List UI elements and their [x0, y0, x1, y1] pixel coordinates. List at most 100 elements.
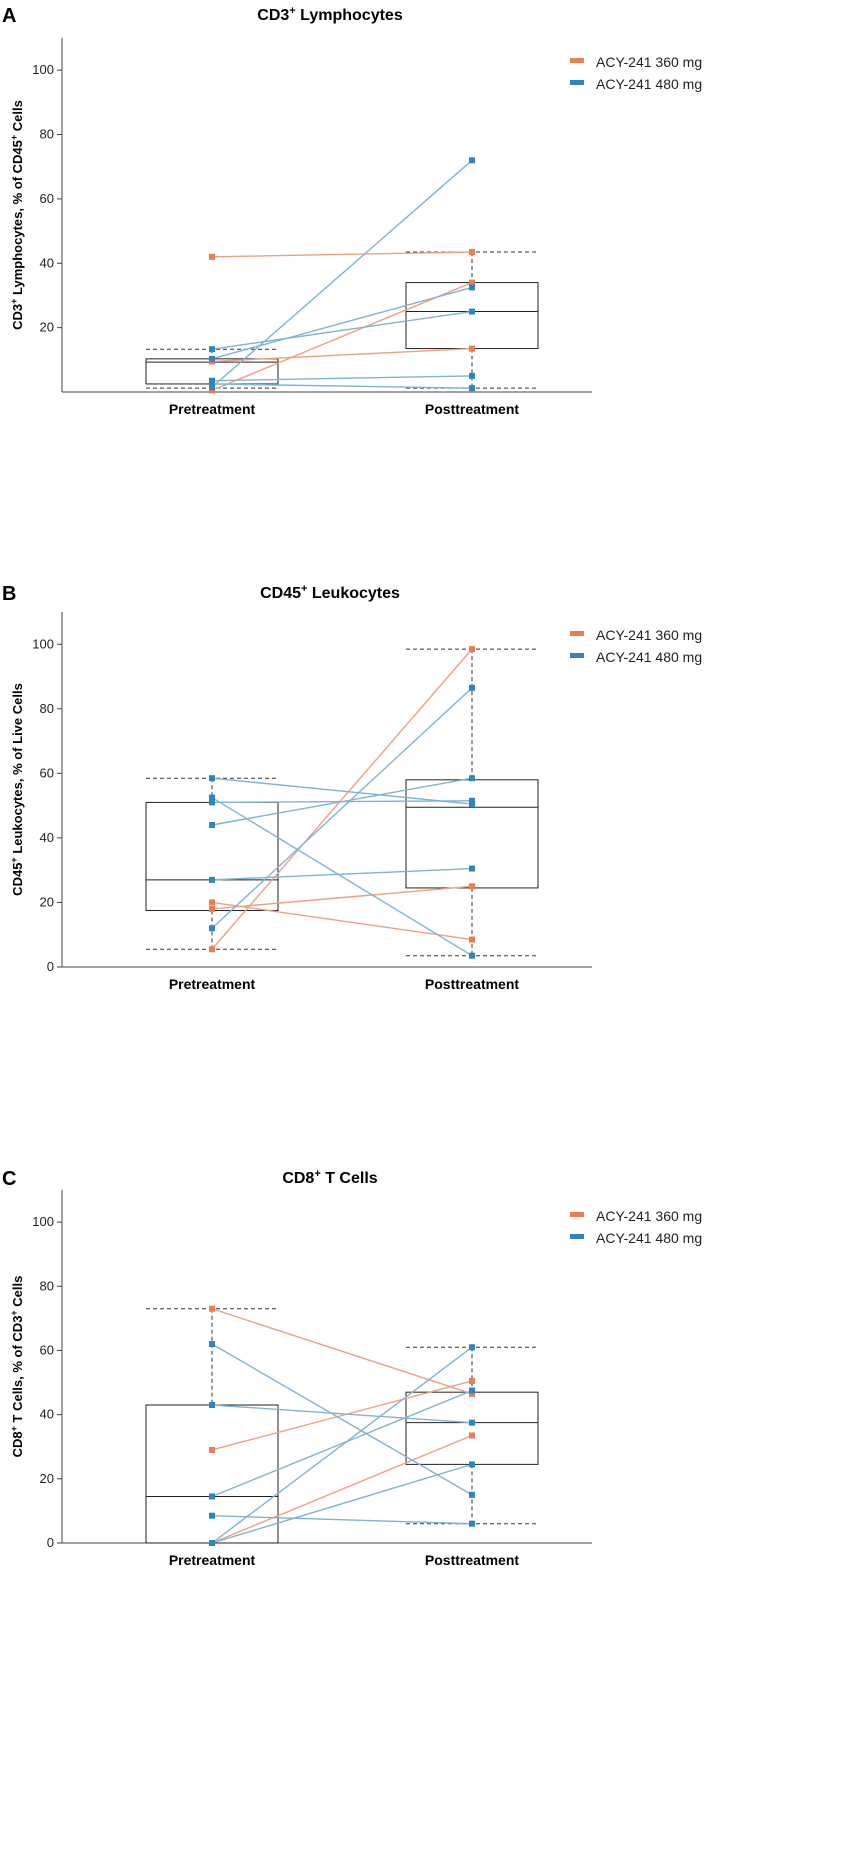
series-line — [211, 885, 473, 910]
series-line — [211, 777, 473, 826]
series-line — [211, 648, 473, 950]
chart-title-rest: T Cells — [321, 1170, 378, 1187]
panel-letter: C — [2, 1168, 16, 1190]
paired-series — [209, 1432, 475, 1546]
y-axis-title-part: CD3 — [10, 304, 25, 330]
box-posttreatment — [405, 251, 539, 389]
legend-item: ACY-241 480 mg — [570, 76, 702, 92]
panel-letter: B — [2, 583, 16, 605]
series-line — [211, 796, 473, 957]
data-point — [469, 1432, 475, 1439]
y-tick-label: 100 — [32, 636, 54, 651]
chart-title-sup: + — [301, 583, 307, 595]
legend-swatch — [570, 631, 584, 636]
y-axis-title-part: Cells — [10, 1276, 25, 1311]
chart-title: CD8+ T Cells — [282, 1168, 377, 1187]
y-axis-title-sup: + — [9, 1426, 19, 1431]
y-tick-label: 80 — [40, 127, 54, 142]
legend-item: ACY-241 360 mg — [570, 1208, 702, 1224]
y-tick-label: 60 — [40, 765, 54, 780]
data-point — [209, 377, 215, 384]
y-tick-label: 0 — [47, 959, 54, 974]
data-point — [209, 253, 215, 260]
data-point — [469, 952, 475, 959]
data-point — [469, 345, 475, 352]
x-category-label: Pretreatment — [169, 976, 256, 992]
y-axis-title-part: CD45 — [10, 863, 25, 896]
paired-series — [209, 279, 475, 394]
data-point — [469, 1387, 475, 1394]
legend-label: ACY-241 360 mg — [596, 627, 702, 643]
legend-item: ACY-241 360 mg — [570, 627, 702, 643]
data-point — [469, 883, 475, 890]
legend-item: ACY-241 480 mg — [570, 649, 702, 665]
data-point — [209, 925, 215, 932]
x-category-label: Posttreatment — [425, 401, 519, 417]
data-point — [469, 1491, 475, 1498]
data-point — [209, 1493, 215, 1500]
data-point — [469, 1390, 475, 1397]
chart-title: CD45+ Leukocytes — [260, 583, 400, 602]
y-axis-title-sup: + — [9, 1310, 19, 1315]
y-tick-label: 100 — [32, 62, 54, 77]
data-point — [469, 284, 475, 291]
legend-swatch — [570, 653, 584, 658]
chart-title-main: CD3 — [257, 7, 289, 24]
series-line — [211, 1463, 473, 1544]
data-point — [209, 1540, 215, 1546]
x-category-label: Posttreatment — [425, 1552, 519, 1568]
y-tick-label: 100 — [32, 1214, 54, 1229]
data-point — [469, 1377, 475, 1384]
paired-series — [209, 157, 475, 391]
y-tick-label: 60 — [40, 191, 54, 206]
data-point — [469, 865, 475, 872]
paired-series — [209, 1512, 475, 1527]
series-line — [211, 687, 473, 929]
series-line — [211, 1380, 473, 1451]
paired-series — [209, 883, 475, 912]
legend-swatch — [570, 80, 584, 85]
series-line — [211, 1515, 473, 1525]
series-line — [211, 375, 473, 382]
y-axis-title-part: Lymphocytes, % of CD45 — [10, 140, 25, 298]
series-line — [211, 777, 473, 805]
series-line — [211, 281, 473, 392]
box-iqr — [405, 282, 539, 350]
y-axis-title-part: Leukocytes, % of Live Cells — [10, 683, 25, 857]
data-point — [209, 384, 215, 391]
data-point — [209, 822, 215, 828]
paired-series — [209, 249, 475, 260]
series-line — [211, 1308, 473, 1395]
y-axis-title-sup: + — [9, 299, 19, 304]
series-line — [211, 1404, 473, 1424]
paired-series — [209, 794, 475, 959]
y-axis-title-sup: + — [9, 135, 19, 140]
x-category-label: Pretreatment — [169, 401, 256, 417]
data-point — [469, 249, 475, 256]
paired-series — [209, 775, 475, 808]
series-line — [211, 1343, 473, 1496]
chart-title-rest: Leukocytes — [307, 585, 400, 602]
legend-swatch — [570, 58, 584, 63]
data-point — [469, 385, 475, 392]
paired-series — [209, 284, 475, 362]
data-point — [209, 1305, 215, 1312]
box-iqr — [145, 1404, 279, 1544]
data-point — [469, 801, 475, 808]
data-point — [469, 308, 475, 315]
x-category-label: Posttreatment — [425, 976, 519, 992]
paired-series — [209, 372, 475, 384]
data-point — [209, 1446, 215, 1453]
series-line — [211, 159, 473, 388]
y-axis-title: CD3+ Lymphocytes, % of CD45+ Cells — [9, 100, 25, 330]
chart-panel-a: A CD3+ Lymphocytes20406080100Pretreatment… — [2, 5, 702, 417]
paired-series — [209, 899, 475, 943]
paired-series — [209, 646, 475, 953]
data-point — [209, 1341, 215, 1348]
legend-label: ACY-241 360 mg — [596, 54, 702, 70]
y-axis-title-part: T Cells, % of CD3 — [10, 1316, 25, 1427]
paired-series — [209, 1402, 475, 1426]
series-line — [211, 901, 473, 941]
data-point — [209, 346, 215, 353]
